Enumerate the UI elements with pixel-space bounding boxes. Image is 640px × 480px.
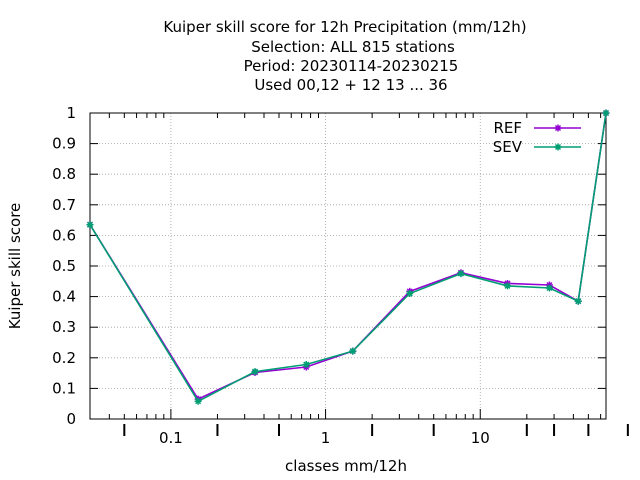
data-point-sev [349, 347, 357, 355]
legend-marker-ref [554, 124, 562, 132]
y-axis-label: Kuiper skill score [6, 203, 24, 330]
y-tick-label: 0 [66, 410, 76, 428]
data-point-sev [574, 297, 582, 305]
y-tick-label: 0.2 [52, 349, 76, 367]
x-tick-label: 10 [471, 429, 490, 447]
y-tick-label: 0.8 [52, 165, 76, 183]
data-point-sev [302, 361, 310, 369]
series-layer [86, 109, 610, 405]
legend-label-ref: REF [493, 119, 522, 137]
series-line-ref [89, 112, 607, 401]
plot-border [89, 112, 607, 420]
data-point-sev [503, 282, 511, 290]
data-point-sev [545, 284, 553, 292]
y-tick-label: 0.1 [52, 379, 76, 397]
data-point-sev [86, 221, 94, 229]
data-point-sev [457, 270, 465, 278]
y-tick-label: 1 [66, 104, 76, 122]
chart-title: Kuiper skill score for 12h Precipitation… [163, 18, 526, 94]
title-line-2: Selection: ALL 815 stations [251, 38, 455, 56]
x-tick-label: 0.1 [159, 429, 183, 447]
grid-lines [90, 113, 606, 419]
x-axis-label: classes mm/12h [285, 457, 407, 475]
y-tick-label: 0.7 [52, 196, 76, 214]
y-tick-label: 0.9 [52, 135, 76, 153]
y-tick-label: 0.4 [52, 288, 76, 306]
data-point-sev [406, 290, 414, 298]
x-tick-label: 1 [321, 429, 331, 447]
data-point-sev [602, 109, 610, 117]
title-line-1: Kuiper skill score for 12h Precipitation… [163, 18, 526, 36]
title-line-4: Used 00,12 + 12 13 ... 36 [254, 76, 447, 94]
y-tick-label: 0.5 [52, 257, 76, 275]
data-point-sev [194, 397, 202, 405]
axes: 0 0.1 0.2 0.3 0.4 0.5 0.6 0.7 0.8 0.9 1 0.1 1 10 [52, 104, 629, 447]
legend-label-sev: SEV [493, 138, 523, 156]
y-tick-label: 0.6 [52, 226, 76, 244]
data-point-sev [251, 368, 259, 376]
legend-marker-sev [554, 143, 562, 151]
title-line-3: Period: 20230114-20230215 [244, 57, 459, 75]
y-tick-label: 0.3 [52, 318, 76, 336]
